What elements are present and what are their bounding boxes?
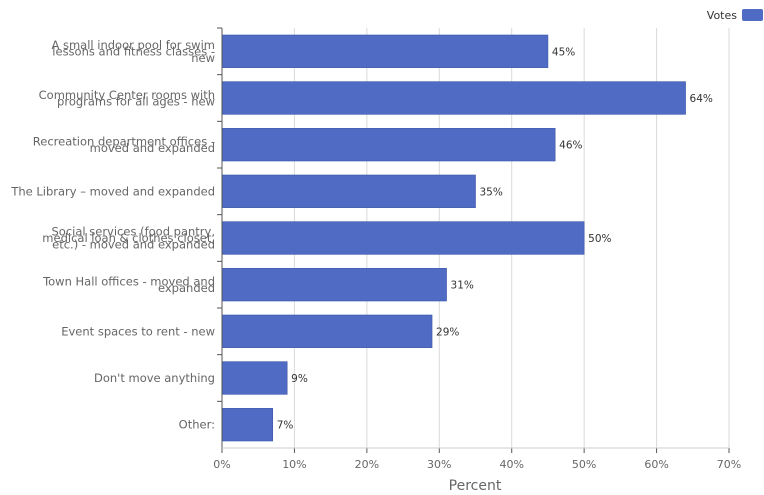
- x-tick-label: 40%: [499, 458, 523, 471]
- category-label-line: Other:: [179, 418, 215, 432]
- bar: [221, 361, 288, 395]
- bar: [221, 221, 585, 255]
- category-label-line: medical loan & clothes closet,: [42, 231, 215, 245]
- bar: [221, 268, 447, 302]
- category-labels: A small indoor pool for swimlessons and …: [10, 38, 215, 432]
- bar: [221, 314, 433, 348]
- x-tick-labels: 0% 10% 20% 30% 40% 50% 60% 70%: [213, 458, 741, 471]
- category-label-line: etc.) - moved and expanded: [52, 238, 215, 252]
- category-label-line: Recreation department offices -: [33, 134, 215, 148]
- category-label-line: Event spaces to rent - new: [61, 324, 215, 338]
- category-label: Don't move anything: [94, 371, 215, 385]
- category-label-line: A small indoor pool for swim: [51, 38, 215, 52]
- x-tick-label: 20%: [355, 458, 379, 471]
- bar: [221, 128, 556, 162]
- x-tick-label: 30%: [427, 458, 451, 471]
- category-label: Town Hall offices - moved andexpanded: [42, 274, 215, 295]
- category-label: Social services (food pantry,medical loa…: [42, 225, 215, 252]
- category-label-line: lessons and fitness classes -: [52, 44, 215, 58]
- data-labels: 45% 64% 46% 35% 50% 31% 29% 9% 7%: [277, 46, 713, 431]
- category-label-line: Social services (food pantry,: [52, 225, 216, 239]
- category-label-line: moved and expanded: [90, 141, 215, 155]
- data-label: 50%: [588, 233, 611, 245]
- x-tick-label: 70%: [717, 458, 741, 471]
- category-label: A small indoor pool for swimlessons and …: [51, 38, 215, 65]
- data-label: 29%: [436, 326, 459, 338]
- x-tick-label: 50%: [572, 458, 596, 471]
- category-label-line: new: [191, 51, 215, 65]
- category-label: Event spaces to rent - new: [61, 324, 215, 338]
- x-tick-label: 10%: [282, 458, 306, 471]
- bar: [221, 81, 686, 115]
- data-label: 45%: [552, 46, 575, 58]
- legend-label: Votes: [707, 9, 737, 22]
- bar: [221, 408, 274, 442]
- category-label-line: The Library – moved and expanded: [10, 184, 215, 198]
- axes: [217, 27, 729, 449]
- category-label: Community Center rooms withprograms for …: [39, 88, 215, 109]
- data-label: 7%: [277, 420, 294, 432]
- category-label: The Library – moved and expanded: [10, 184, 215, 198]
- category-label: Recreation department offices -moved and…: [33, 134, 215, 155]
- category-label-line: expanded: [158, 281, 215, 295]
- category-label-line: Town Hall offices - moved and: [42, 274, 215, 288]
- x-tick-label: 60%: [644, 458, 668, 471]
- bars: [221, 34, 686, 442]
- data-label: 31%: [451, 280, 474, 292]
- category-label-line: programs for all ages - new: [57, 94, 215, 108]
- bar: [221, 34, 549, 68]
- category-label: Other:: [179, 418, 215, 432]
- category-label-line: Community Center rooms with: [39, 88, 215, 102]
- data-label: 64%: [690, 93, 713, 105]
- category-label-line: Don't move anything: [94, 371, 215, 385]
- data-label: 46%: [559, 140, 582, 152]
- bar: [221, 174, 476, 208]
- x-tick-label: 0%: [213, 458, 230, 471]
- legend-swatch: [742, 9, 763, 21]
- x-axis-title: Percent: [449, 478, 502, 494]
- data-label: 35%: [480, 186, 503, 198]
- legend: Votes: [707, 9, 763, 22]
- data-label: 9%: [291, 373, 308, 385]
